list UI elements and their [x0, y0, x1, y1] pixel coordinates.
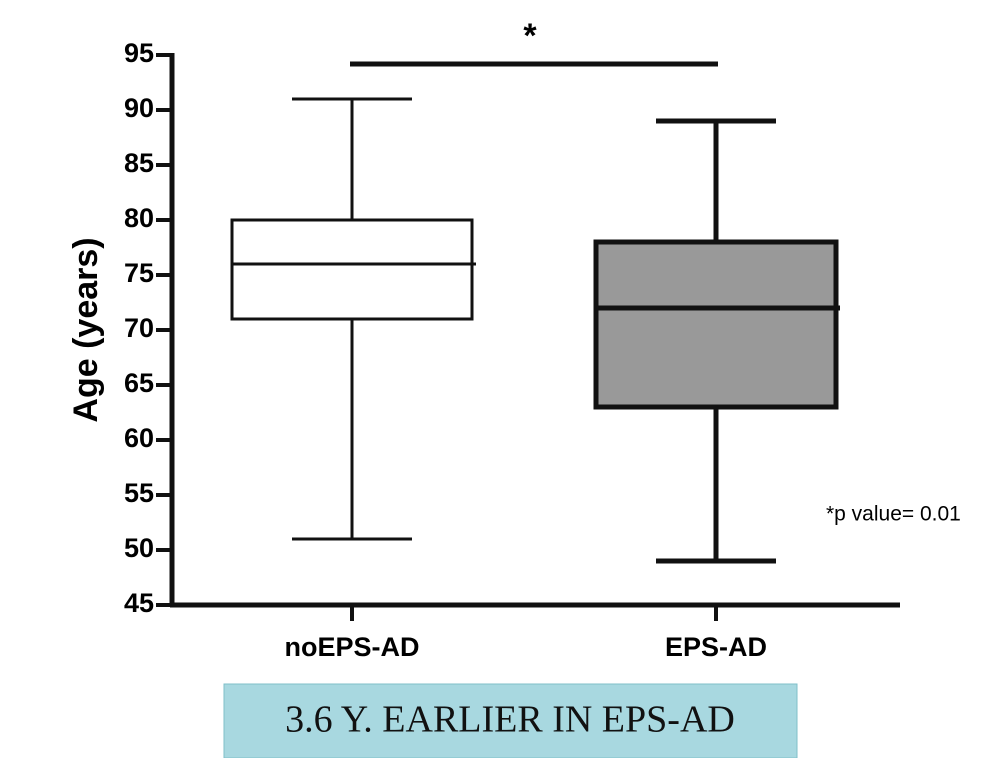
- y-tick-label: 55: [124, 478, 154, 508]
- box: [230, 218, 474, 321]
- caption: 3.6 Y. EARLIER IN EPS-AD: [285, 699, 735, 741]
- box: [593, 239, 839, 410]
- y-tick-label: 45: [124, 588, 154, 618]
- y-tick-label: 90: [124, 93, 154, 123]
- significance-label: *: [523, 17, 537, 55]
- y-tick-label: 80: [124, 203, 154, 233]
- y-tick-label: 95: [124, 38, 154, 68]
- y-axis-label: Age (years): [67, 237, 105, 422]
- x-tick-label: noEPS-AD: [285, 632, 420, 662]
- y-tick-label: 70: [124, 313, 154, 343]
- x-tick-label: EPS-AD: [665, 632, 767, 662]
- y-tick-label: 60: [124, 423, 154, 453]
- y-tick-label: 50: [124, 533, 154, 563]
- y-tick-label: 65: [124, 368, 154, 398]
- y-tick-label: 75: [124, 258, 154, 288]
- y-tick-label: 85: [124, 148, 154, 178]
- annotation: *p value= 0.01: [826, 503, 961, 526]
